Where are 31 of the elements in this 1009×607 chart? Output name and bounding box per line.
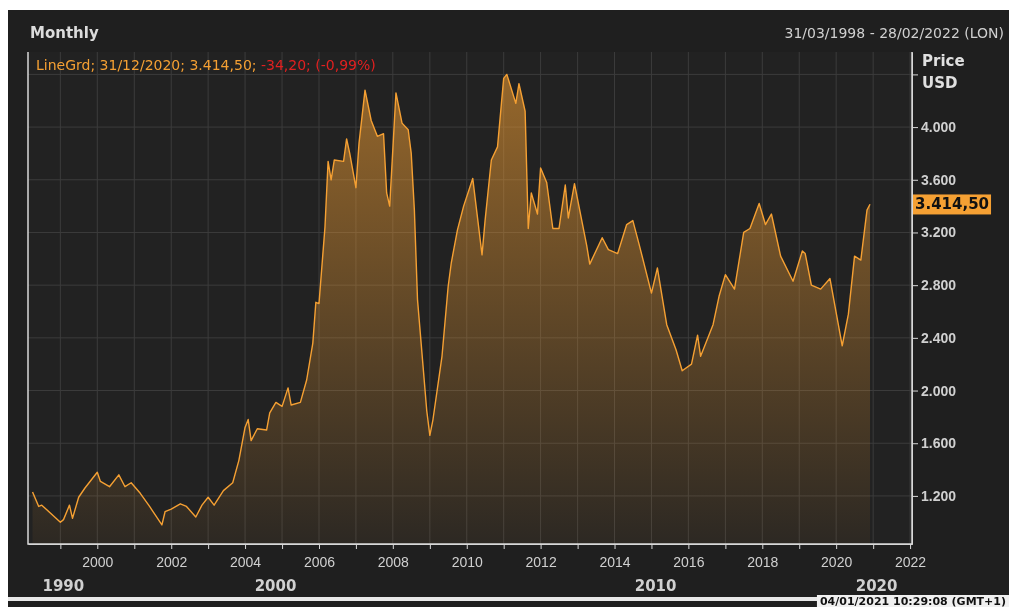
x-tick-label: 2000 — [82, 554, 114, 571]
text: 2020 — [855, 577, 898, 595]
x-tick-label: 2020 — [821, 554, 853, 571]
y-tick-label: 1.600 — [921, 435, 957, 452]
text: 1990 — [42, 577, 85, 595]
y-tick-label: 4.000 — [921, 119, 957, 136]
annotation: -34,20; (-0,99%) — [256, 57, 376, 73]
text: 04/01/2021 10:29:08 (GMT+1) — [819, 595, 1006, 607]
x-tick-label: 2008 — [377, 554, 410, 571]
x-tick-label: 2006 — [303, 554, 336, 571]
y-tick-label: 2.400 — [921, 329, 957, 346]
y-tick-label: 3.600 — [921, 171, 957, 188]
y-tick-label: 1.200 — [921, 487, 957, 504]
x-tick-label: 2010 — [451, 554, 484, 571]
y-tick-label: 2.800 — [921, 277, 957, 294]
text: 2010 — [634, 577, 677, 595]
chart-title: Monthly — [30, 24, 99, 42]
x-tick-label: 2004 — [229, 554, 262, 571]
x-tick-label: 2016 — [673, 554, 705, 571]
text: 2000 — [254, 577, 297, 595]
annotation: 3.414,50 — [915, 195, 990, 214]
y-axis-title: Price USD — [922, 52, 965, 92]
y-tick-label: 3.200 — [921, 224, 957, 241]
x-tick-label: 2002 — [156, 554, 188, 571]
annotation: LineGrd; 31/12/2020; 3.414,50; — [36, 57, 257, 73]
x-tick-label: 2012 — [525, 554, 557, 571]
text: 31/03/1998 - 28/02/2022 (LON) — [784, 25, 1004, 41]
x-tick-label: 2014 — [599, 554, 631, 571]
x-tick-label: 2018 — [747, 554, 779, 571]
x-tick-label: 2022 — [895, 554, 927, 571]
y-tick-label: 2.000 — [921, 382, 957, 399]
